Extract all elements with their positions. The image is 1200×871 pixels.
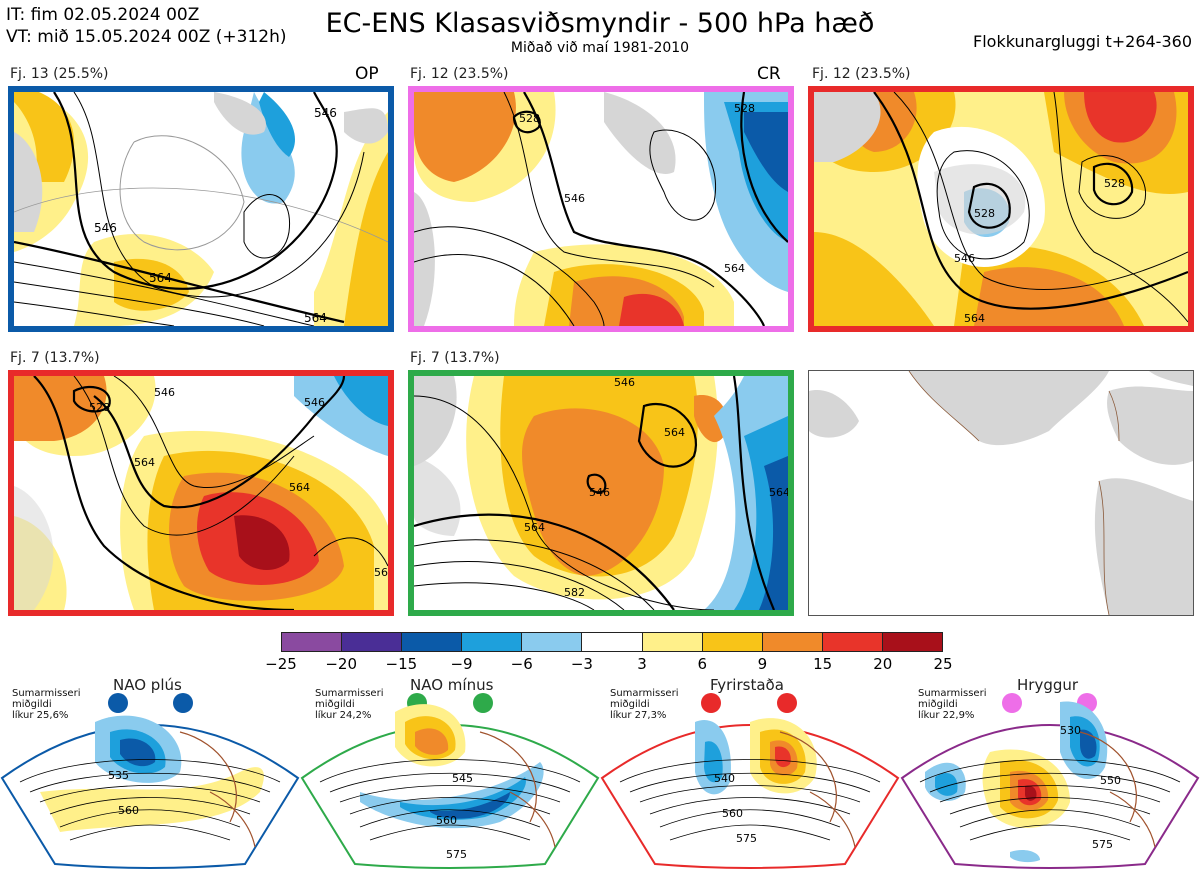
colorbar-tick-label: −3 [570,655,593,673]
regime-title: NAO plús [113,676,182,694]
cluster-2-label: Fj. 12 (23.5%) [410,66,509,82]
cluster-5-contour-label: 564 [769,486,788,499]
cluster-1-contour-label: 546 [94,221,117,235]
cluster-1-tag: OP [355,64,379,84]
regime-contour-label: 575 [736,832,757,845]
colorbar-tick-label: 6 [697,655,708,673]
cluster-4-contour-label: 564 [374,566,388,579]
base-map-panel [808,370,1194,616]
colorbar-tick-label: −15 [385,655,418,673]
colorbar-tick-label: 25 [933,655,953,673]
colorbar-swatch [402,633,463,651]
cluster-2-contour-label: 564 [724,262,745,275]
cluster-4-label: Fj. 7 (13.7%) [10,350,100,366]
regime-note: Sumarmisseri miðgildi líkur 22,9% [918,688,987,721]
regime-contour-label: 575 [1092,838,1113,851]
regime-contour-label: 535 [108,769,129,782]
colorbar-swatch [342,633,403,651]
regime-title: NAO mínus [410,676,494,694]
cluster-3-contour-label: 528 [974,207,995,220]
cluster-1-contour-label: 564 [149,271,172,285]
cluster-5-contour-label: 564 [664,426,685,439]
cluster-4-contour-label: 528 [89,401,110,414]
regime-note: Sumarmisseri miðgildi líkur 27,3% [610,688,679,721]
cluster-3-contour-label: 528 [1104,177,1125,190]
cluster-3-label: Fj. 12 (23.5%) [812,66,911,82]
regime-title: Hryggur [1017,676,1079,694]
regime-contour-label: 550 [1100,774,1121,787]
colorbar-swatch [522,633,583,651]
cluster-2-contour-label: 528 [734,102,755,115]
regime-contour-label: 540 [714,772,735,785]
classification-window: Flokkunargluggi t+264-360 [973,32,1192,51]
cluster-3-contour-label: 546 [954,252,975,265]
regime-ridge: Hryggur Sumarmisseri miðgildi líkur 22,9% … [900,672,1200,871]
colorbar-tick-label: −9 [450,655,473,673]
regime-contour-label: 560 [722,807,743,820]
cluster-3-contour-label: 564 [964,312,985,325]
regime-nao-minus: NAO mínus Sumarmisseri miðgildi líkur 24,2… [300,672,600,871]
colorbar-tick-label: −6 [510,655,533,673]
issue-time: IT: fim 02.05.2024 00Z [6,5,200,25]
cluster-4-contour-label: 546 [304,396,325,409]
cluster-4-contour-label: 546 [154,386,175,399]
anomaly-colorbar [281,632,943,652]
cluster-1-contour-label: 546 [314,106,337,120]
regime-note: Sumarmisseri miðgildi líkur 25,6% [12,688,81,721]
regime-note: Sumarmisseri miðgildi líkur 24,2% [315,688,384,721]
colorbar-tick-label: 9 [757,655,768,673]
regime-contour-label: 545 [452,772,473,785]
colorbar-tick-label: 20 [873,655,893,673]
cluster-3-map[interactable]: 528 546 564 528 [808,86,1194,332]
cluster-2-contour-label: 528 [519,112,540,125]
regime-blocking: Fyrirstaða Sumarmisseri miðgildi líkur 27,… [600,672,900,871]
page-title: EC-ENS Klasasviðsmyndir - 500 hPa hæð [325,8,875,39]
cluster-5-contour-label: 582 [564,586,585,599]
page-subtitle: Miðað við maí 1981-2010 [510,40,690,56]
cluster-5-map[interactable]: 546 564 546 564 582 564 [408,370,794,616]
header-times: IT: fim 02.05.2024 00Z VT: mið 15.05.202… [6,4,287,48]
cluster-4-map[interactable]: 546 528 546 564 564 564 [8,370,394,616]
valid-time: VT: mið 15.05.2024 00Z (+312h) [6,27,287,47]
cluster-5-contour-label: 564 [524,521,545,534]
cluster-2-map[interactable]: 528 546 564 528 [408,86,794,332]
colorbar-swatch [822,633,883,651]
colorbar-tick-label: −25 [265,655,297,673]
colorbar-tick-label: 15 [813,655,833,673]
cluster-1-label: Fj. 13 (25.5%) [10,66,109,82]
colorbar-tick-label: −20 [325,655,357,673]
cluster-4-contour-label: 564 [134,456,155,469]
colorbar-swatch [582,633,643,651]
regime-contour-label: 560 [436,814,457,827]
cluster-4-contour-label: 564 [289,481,310,494]
regime-title: Fyrirstaða [710,676,784,694]
cluster-1-contour-label: 564 [304,311,327,325]
regime-nao-plus: NAO plús Sumarmisseri miðgildi líkur 25,6%… [0,672,300,871]
cluster-5-contour-label: 546 [614,376,635,389]
colorbar-swatch [642,633,703,651]
colorbar-swatch [882,633,943,651]
cluster-2-tag: CR [757,64,781,84]
regime-contour-label: 530 [1060,724,1081,737]
regime-contour-label: 575 [446,848,467,861]
colorbar-swatch [282,633,343,651]
cluster-5-contour-label: 546 [589,486,610,499]
colorbar-swatch [462,633,523,651]
colorbar-swatch [762,633,823,651]
regime-contour-label: 560 [118,804,139,817]
cluster-2-contour-label: 546 [564,192,585,205]
colorbar-tick-label: 3 [637,655,647,673]
cluster-5-label: Fj. 7 (13.7%) [410,350,500,366]
cluster-1-map[interactable]: 564 546 546 564 [8,86,394,332]
colorbar-swatch [702,633,763,651]
